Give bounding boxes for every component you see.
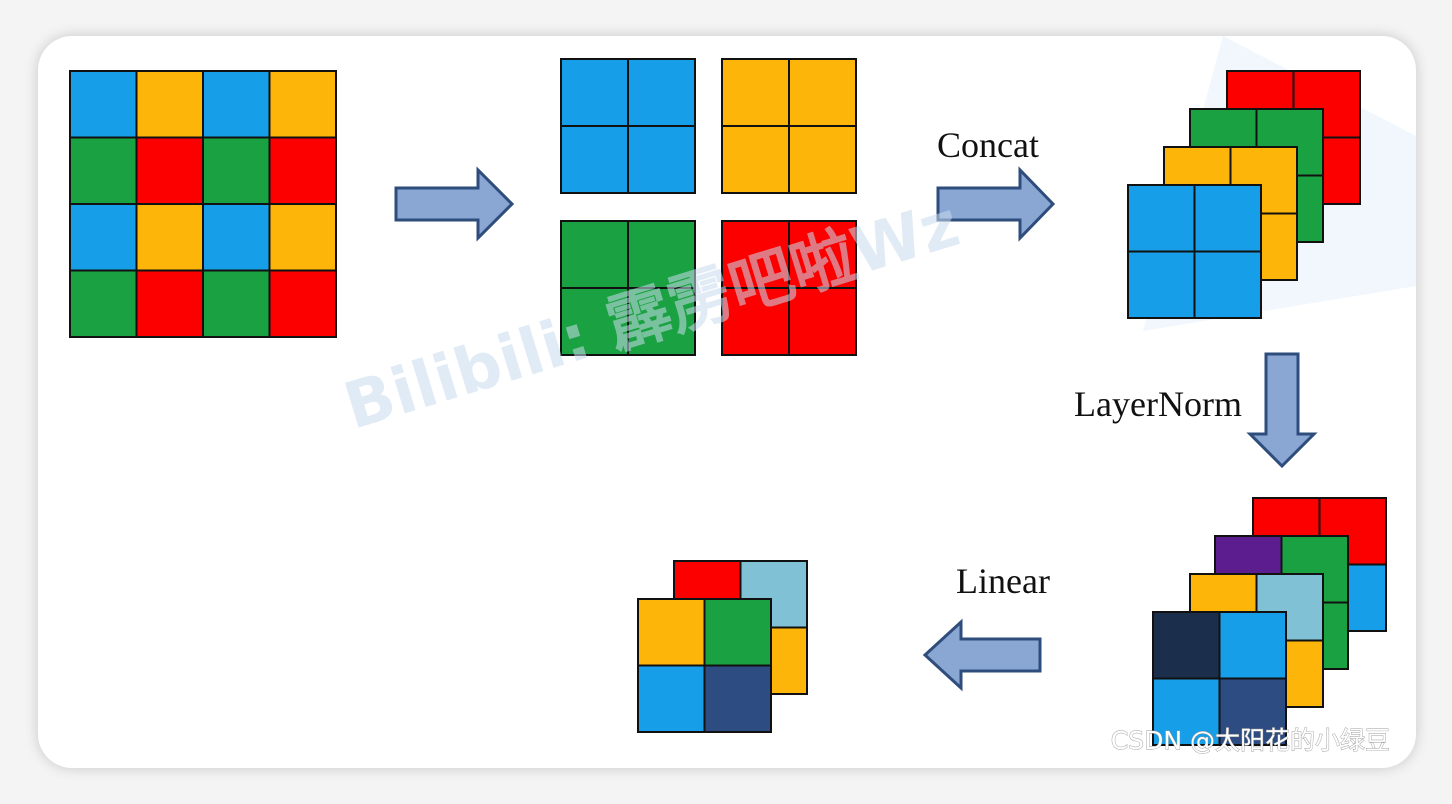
input-cell-r4-c1 [69, 269, 138, 338]
input-cell-r2-c1 [69, 136, 138, 205]
patch-merging-diagram: Concat LayerNorm Linear Bilibili: 霹雳吧啦Wz… [69, 36, 1416, 755]
patch-orange-cell-2 [788, 58, 857, 127]
patch-red-cell-1 [721, 220, 790, 289]
patch-green-cell-1 [560, 220, 629, 289]
input-cell-r4-c4 [268, 269, 337, 338]
input-cell-r1-c3 [202, 70, 271, 139]
input-cell-r1-c2 [135, 70, 204, 139]
patch-orange [721, 58, 857, 194]
patch-red-cell-3 [721, 287, 790, 356]
normalized-stack [1152, 497, 1387, 746]
patch-orange-cell-1 [721, 58, 790, 127]
layernorm-label: LayerNorm [1074, 384, 1242, 424]
output-layer-2-cell-2 [703, 598, 772, 667]
input-cell-r1-c4 [268, 70, 337, 139]
input-cell-r4-c2 [135, 269, 204, 338]
concat-label: Concat [937, 125, 1039, 165]
input-cell-r3-c4 [268, 203, 337, 272]
patch-blue-cell-2 [627, 58, 696, 127]
concat-layer-blue-cell-2 [1193, 184, 1262, 253]
input-cell-r2-c4 [268, 136, 337, 205]
patch-green-cell-4 [627, 287, 696, 356]
diagram-card: Concat LayerNorm Linear Bilibili: 霹雳吧啦Wz… [38, 36, 1416, 768]
norm-layer-4-cell-4 [1218, 677, 1287, 746]
input-cell-r2-c3 [202, 136, 271, 205]
patch-blue-cell-1 [560, 58, 629, 127]
concat-layer-blue-cell-1 [1127, 184, 1196, 253]
concat-layer-blue [1127, 184, 1262, 319]
output-layer-2-cell-4 [703, 664, 772, 733]
patch-green [560, 220, 696, 356]
concat-arrow-icon [936, 166, 1056, 242]
norm-layer-4-cell-2 [1218, 611, 1287, 680]
split-arrow-icon [394, 166, 515, 242]
linear-arrow-icon [922, 618, 1042, 692]
input-cell-r3-c3 [202, 203, 271, 272]
patch-blue-cell-3 [560, 125, 629, 194]
input-cell-r2-c2 [135, 136, 204, 205]
patch-orange-cell-3 [721, 125, 790, 194]
linear-label: Linear [956, 561, 1050, 601]
patch-orange-cell-4 [788, 125, 857, 194]
patch-green-cell-3 [560, 287, 629, 356]
norm-layer-4-cell-1 [1152, 611, 1221, 680]
patch-red-cell-2 [788, 220, 857, 289]
patch-blue-cell-4 [627, 125, 696, 194]
input-cell-r3-c1 [69, 203, 138, 272]
patch-blue [560, 58, 696, 194]
output-layer-2 [637, 598, 772, 733]
output-layer-2-cell-1 [637, 598, 706, 667]
split-patches [560, 58, 857, 356]
norm-layer-4 [1152, 611, 1287, 746]
patch-red-cell-4 [788, 287, 857, 356]
patch-red [721, 220, 857, 356]
concatenated-stack [1127, 70, 1361, 319]
input-feature-map [69, 70, 337, 338]
flow-arrows [394, 166, 1318, 692]
layernorm-arrow-icon [1246, 352, 1318, 469]
concat-layer-blue-cell-3 [1127, 250, 1196, 319]
output-layer-2-cell-3 [637, 664, 706, 733]
input-cell-r4-c3 [202, 269, 271, 338]
input-cell-r3-c2 [135, 203, 204, 272]
concat-layer-blue-cell-4 [1193, 250, 1262, 319]
input-cell-r1-c1 [69, 70, 138, 139]
output-stack [637, 560, 808, 733]
credit-text: CSDN @太阳花的小绿豆 [1111, 726, 1390, 755]
